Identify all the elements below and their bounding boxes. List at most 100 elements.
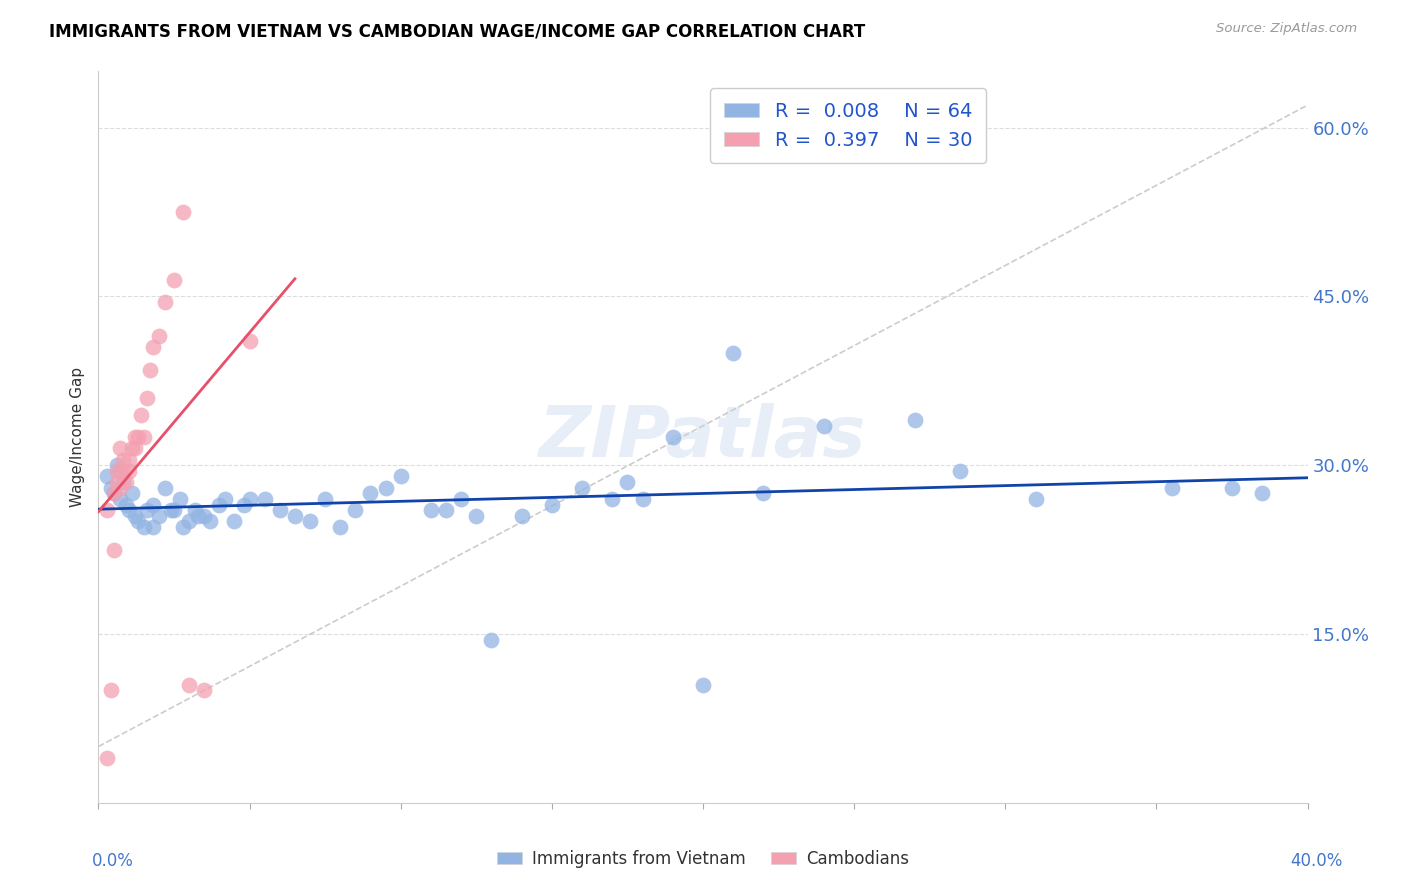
Legend: Immigrants from Vietnam, Cambodians: Immigrants from Vietnam, Cambodians bbox=[498, 849, 908, 868]
Point bbox=[571, 481, 593, 495]
Point bbox=[344, 503, 367, 517]
Point bbox=[184, 503, 207, 517]
Point bbox=[253, 491, 276, 506]
Point bbox=[239, 491, 262, 506]
Point bbox=[108, 442, 131, 456]
Point bbox=[949, 464, 972, 478]
Point bbox=[813, 418, 835, 433]
Point bbox=[208, 498, 231, 512]
Point bbox=[239, 334, 262, 349]
Point bbox=[108, 464, 131, 478]
Point bbox=[103, 486, 125, 500]
Point bbox=[481, 632, 503, 647]
Point bbox=[114, 475, 136, 489]
Point bbox=[169, 491, 191, 506]
Point bbox=[139, 362, 162, 376]
Point bbox=[1024, 491, 1046, 506]
Point bbox=[153, 481, 176, 495]
Point bbox=[135, 503, 157, 517]
Point bbox=[193, 683, 215, 698]
Point bbox=[904, 413, 927, 427]
Point bbox=[142, 520, 165, 534]
Point bbox=[269, 503, 291, 517]
Point bbox=[631, 491, 654, 506]
Point bbox=[200, 515, 222, 529]
Point bbox=[224, 515, 246, 529]
Text: Source: ZipAtlas.com: Source: ZipAtlas.com bbox=[1216, 22, 1357, 36]
Point bbox=[111, 464, 134, 478]
Point bbox=[127, 430, 149, 444]
Point bbox=[124, 442, 146, 456]
Point bbox=[103, 542, 125, 557]
Point bbox=[187, 508, 209, 523]
Point bbox=[1251, 486, 1274, 500]
Point bbox=[111, 452, 134, 467]
Point bbox=[602, 491, 624, 506]
Point bbox=[108, 481, 131, 495]
Point bbox=[142, 498, 165, 512]
Text: 40.0%: 40.0% bbox=[1291, 852, 1343, 870]
Point bbox=[132, 520, 155, 534]
Point bbox=[148, 508, 170, 523]
Point bbox=[214, 491, 236, 506]
Point bbox=[118, 503, 141, 517]
Point bbox=[96, 751, 118, 765]
Point bbox=[450, 491, 472, 506]
Point bbox=[420, 503, 443, 517]
Point bbox=[179, 515, 201, 529]
Point bbox=[465, 508, 488, 523]
Text: IMMIGRANTS FROM VIETNAM VS CAMBODIAN WAGE/INCOME GAP CORRELATION CHART: IMMIGRANTS FROM VIETNAM VS CAMBODIAN WAG… bbox=[49, 22, 866, 40]
Point bbox=[232, 498, 254, 512]
Point bbox=[314, 491, 336, 506]
Point bbox=[752, 486, 775, 500]
Point bbox=[124, 508, 146, 523]
Y-axis label: Wage/Income Gap: Wage/Income Gap bbox=[70, 367, 86, 508]
Point bbox=[160, 503, 183, 517]
Point bbox=[100, 481, 122, 495]
Point bbox=[100, 683, 122, 698]
Point bbox=[132, 430, 155, 444]
Point bbox=[163, 272, 186, 286]
Point bbox=[142, 340, 165, 354]
Point bbox=[153, 295, 176, 310]
Point bbox=[692, 678, 714, 692]
Point bbox=[129, 408, 152, 422]
Text: ZIPatlas: ZIPatlas bbox=[540, 402, 866, 472]
Point bbox=[124, 430, 146, 444]
Point bbox=[135, 391, 157, 405]
Point bbox=[105, 475, 128, 489]
Point bbox=[661, 430, 683, 444]
Point bbox=[434, 503, 457, 517]
Point bbox=[163, 503, 186, 517]
Point bbox=[118, 464, 141, 478]
Point bbox=[105, 458, 128, 473]
Point bbox=[299, 515, 322, 529]
Point bbox=[616, 475, 638, 489]
Point bbox=[103, 486, 125, 500]
Point bbox=[179, 678, 201, 692]
Point bbox=[723, 345, 745, 359]
Text: 0.0%: 0.0% bbox=[91, 852, 134, 870]
Point bbox=[172, 205, 194, 219]
Point bbox=[172, 520, 194, 534]
Point bbox=[360, 486, 382, 500]
Point bbox=[121, 486, 143, 500]
Point bbox=[540, 498, 562, 512]
Point bbox=[111, 475, 134, 489]
Point bbox=[510, 508, 533, 523]
Point bbox=[193, 508, 215, 523]
Point bbox=[121, 442, 143, 456]
Point bbox=[148, 328, 170, 343]
Point bbox=[114, 498, 136, 512]
Point bbox=[329, 520, 352, 534]
Point bbox=[1160, 481, 1182, 495]
Point bbox=[374, 481, 396, 495]
Point bbox=[105, 464, 128, 478]
Point bbox=[118, 452, 141, 467]
Point bbox=[127, 515, 149, 529]
Point bbox=[284, 508, 307, 523]
Point bbox=[1220, 481, 1243, 495]
Point bbox=[108, 491, 131, 506]
Point bbox=[389, 469, 412, 483]
Point bbox=[96, 503, 118, 517]
